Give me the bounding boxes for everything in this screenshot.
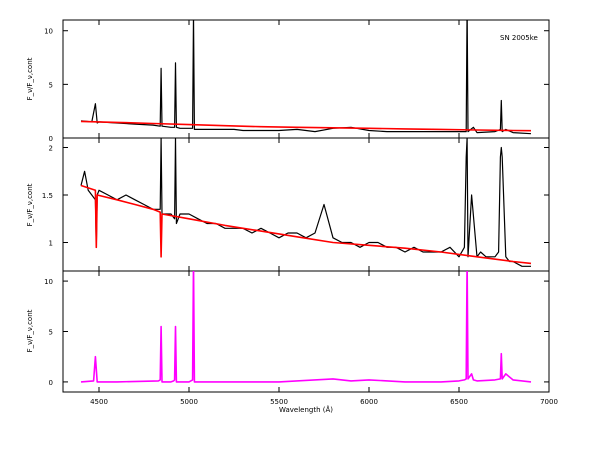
series-line-2-0 bbox=[80, 271, 532, 383]
x-tick-label: 7000 bbox=[540, 398, 558, 406]
y-tick-label: 5 bbox=[49, 81, 53, 89]
y-axis-label-middle: F_ν/F_ν,cont bbox=[26, 183, 34, 226]
series-line-0-1 bbox=[80, 120, 532, 132]
x-tick-label: 4500 bbox=[90, 398, 108, 406]
y-tick-label: 10 bbox=[44, 278, 53, 286]
panel-top-series bbox=[80, 20, 532, 135]
y-tick-label: 2 bbox=[49, 145, 53, 153]
y-axis-label-bottom: F_ν/F_ν,cont bbox=[26, 309, 34, 352]
x-tick-label: 6500 bbox=[450, 398, 468, 406]
object-label: SN 2005ke bbox=[500, 34, 538, 42]
x-tick-label: 6000 bbox=[360, 398, 378, 406]
panel-middle-series bbox=[80, 138, 532, 267]
y-axis-label-top: F_ν/F_ν,cont bbox=[26, 57, 34, 100]
y-tick-label: 1 bbox=[49, 240, 53, 248]
x-tick-label: 5500 bbox=[270, 398, 288, 406]
x-axis-label: Wavelength (Å) bbox=[279, 405, 333, 414]
y-tick-label: 5 bbox=[49, 329, 53, 337]
y-tick-label: 10 bbox=[44, 28, 53, 36]
x-tick-label: 5000 bbox=[180, 398, 198, 406]
y-tick-label: 1.5 bbox=[42, 192, 53, 200]
panel-bottom-frame bbox=[62, 270, 550, 393]
y-tick-label: 0 bbox=[49, 379, 53, 387]
panel-bottom-series bbox=[80, 271, 532, 383]
series-line-0-0 bbox=[80, 20, 532, 135]
series-line-1-1 bbox=[80, 184, 532, 265]
y-tick-label: 0 bbox=[49, 135, 53, 143]
panel-top-frame bbox=[62, 19, 550, 139]
series-line-1-0 bbox=[80, 138, 531, 267]
axis-ticks: 0 5 10 1 1.5 2 0 5 10 4500 5000 5500 6000 6500 7000 bbox=[42, 20, 558, 406]
